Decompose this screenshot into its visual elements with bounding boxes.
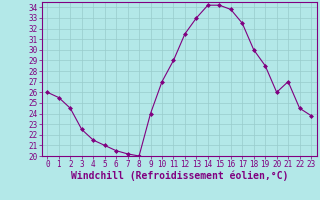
X-axis label: Windchill (Refroidissement éolien,°C): Windchill (Refroidissement éolien,°C) (70, 171, 288, 181)
